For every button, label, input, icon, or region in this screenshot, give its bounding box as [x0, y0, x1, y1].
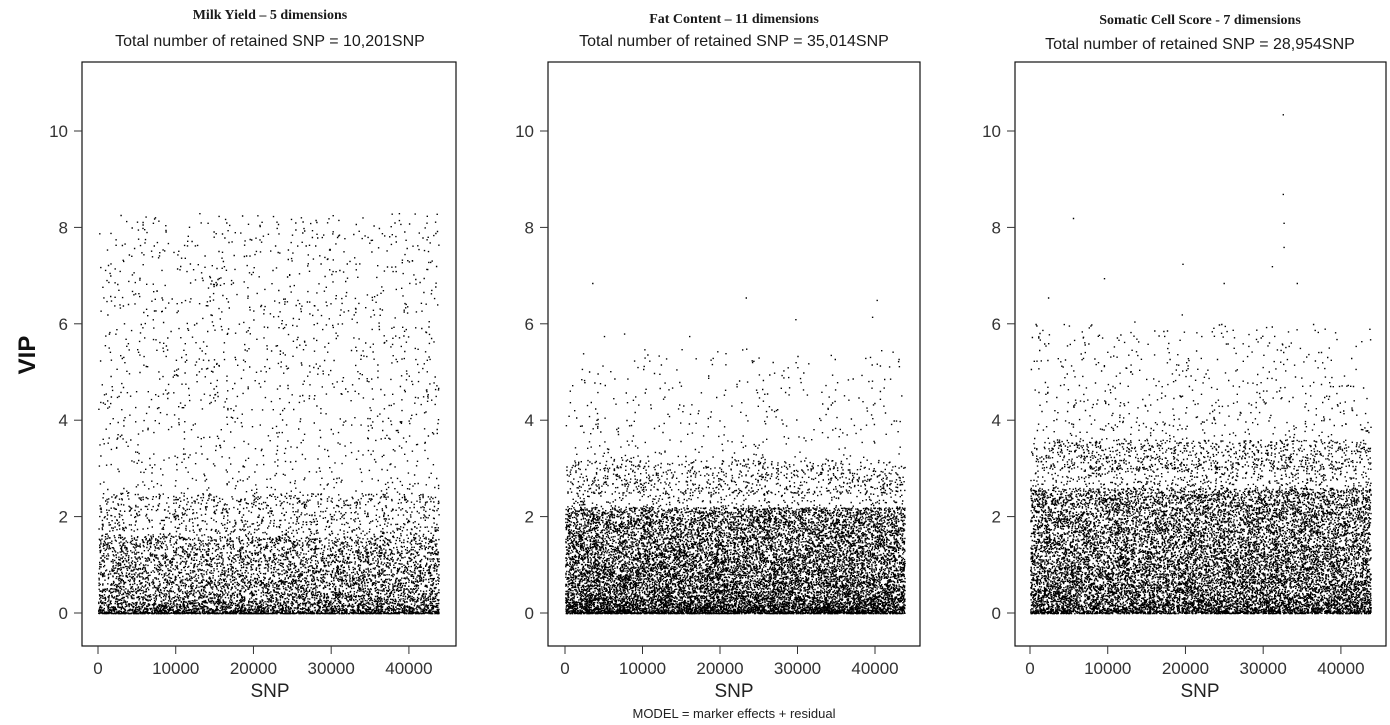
y-tick-label: 8: [525, 218, 534, 237]
y-tick-label: 2: [525, 508, 534, 527]
panel-subtitle: Total number of retained SNP = 28,954SNP: [1045, 36, 1355, 53]
x-tick-label: 40000: [385, 659, 432, 678]
y-tick-label: 0: [992, 604, 1001, 623]
data-point: [565, 282, 906, 615]
panel-fat-content: Fat Content – 11 dimensions Total number…: [515, 12, 921, 702]
x-tick-label: 30000: [308, 659, 355, 678]
x-tick-label: 0: [93, 659, 102, 678]
plot-frame: [1014, 61, 1387, 647]
scatter-points: [98, 213, 440, 615]
y-tick-label: 0: [525, 604, 534, 623]
y-tick-label: 4: [992, 411, 1001, 430]
panel-title: Milk Yield – 5 dimensions: [193, 8, 348, 23]
plot-area: 0 2 4 6 8 10 0 10000 20000 30000 40000: [982, 61, 1387, 678]
y-tick-label: 6: [59, 315, 68, 334]
y-tick-label: 0: [59, 604, 68, 623]
plot-frame: [547, 61, 921, 647]
y-tick-label: 8: [992, 218, 1001, 237]
y-tick-label: 6: [992, 315, 1001, 334]
x-tick-label: 10000: [619, 659, 666, 678]
figure-caption: MODEL = marker effects + residual: [632, 706, 835, 721]
panel-title: Somatic Cell Score - 7 dimensions: [1099, 13, 1301, 28]
panel-milk-yield: Milk Yield – 5 dimensions Total number o…: [49, 8, 457, 702]
panel-subtitle: Total number of retained SNP = 35,014SNP: [579, 33, 889, 50]
y-tick-label: 10: [515, 122, 534, 141]
y-tick-label: 8: [59, 218, 68, 237]
x-tick-label: 0: [560, 659, 569, 678]
y-tick-label: 4: [525, 411, 534, 430]
x-tick-label: 20000: [696, 659, 743, 678]
x-tick-label: 40000: [851, 659, 898, 678]
panel-title: Fat Content – 11 dimensions: [649, 12, 819, 27]
x-tick-label: 30000: [774, 659, 821, 678]
scatter-points: [1030, 114, 1372, 615]
x-tick-label: 20000: [230, 659, 277, 678]
plot-frame: [81, 61, 457, 647]
x-tick-label: 10000: [152, 659, 199, 678]
x-axis-label: SNP: [250, 681, 289, 702]
x-tick-label: 0: [1025, 659, 1034, 678]
data-point: [1030, 114, 1372, 615]
x-tick-label: 10000: [1084, 659, 1131, 678]
x-axis-label: SNP: [714, 681, 753, 702]
y-tick-label: 6: [525, 315, 534, 334]
scatter-points: [565, 282, 906, 615]
x-axis-label: SNP: [1180, 681, 1219, 702]
y-tick-label: 4: [59, 411, 68, 430]
panel-subtitle: Total number of retained SNP = 10,201SNP: [115, 33, 425, 50]
y-tick-label: 10: [49, 122, 68, 141]
x-tick-label: 20000: [1162, 659, 1209, 678]
x-tick-label: 30000: [1240, 659, 1287, 678]
y-axis-label: VIP: [14, 336, 41, 375]
y-tick-label: 2: [59, 508, 68, 527]
y-tick-label: 2: [992, 508, 1001, 527]
x-tick-label: 40000: [1317, 659, 1364, 678]
plot-area: 0 2 4 6 8 10 0 10000 20000 30000 40000: [515, 61, 921, 678]
panel-somatic-cell-score: Somatic Cell Score - 7 dimensions Total …: [982, 13, 1387, 702]
plot-area: 0 2 4 6 8 10 0 10000 20000 30000 40000: [49, 61, 457, 678]
data-point: [98, 213, 440, 615]
y-tick-label: 10: [982, 122, 1001, 141]
